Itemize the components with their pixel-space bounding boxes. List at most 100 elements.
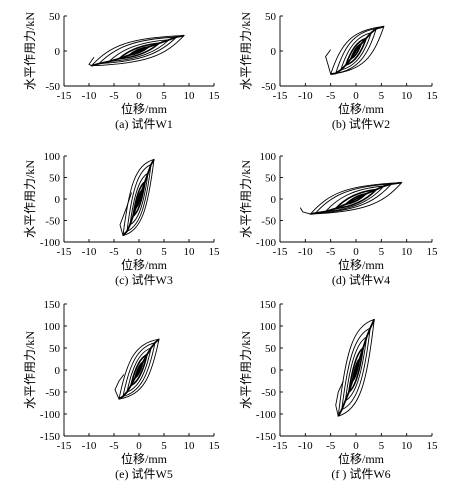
- backbone-curve: [122, 158, 155, 237]
- y-tick-label: 0: [55, 46, 61, 58]
- y-tick-label: 0: [271, 46, 277, 58]
- y-tick-label: 50: [49, 11, 61, 23]
- unloading-tail: [114, 374, 125, 400]
- x-tick-label: -5: [109, 246, 119, 258]
- y-tick-label: -50: [45, 216, 60, 228]
- x-tick-label: 15: [427, 246, 439, 258]
- x-tick-label: 5: [379, 90, 385, 102]
- x-tick-label: 5: [161, 90, 167, 102]
- x-tick-label: -5: [326, 440, 336, 452]
- x-tick-label: 15: [427, 440, 439, 452]
- x-tick-label: 0: [353, 246, 359, 258]
- y-tick-label: 50: [265, 11, 277, 23]
- y-tick-label: 0: [271, 194, 277, 206]
- y-tick-label: -50: [45, 81, 60, 93]
- unloading-tail: [119, 192, 132, 236]
- panel-caption: (b) 试件W2: [332, 116, 390, 131]
- x-tick-label: -10: [298, 246, 313, 258]
- y-tick-label: 100: [44, 321, 61, 333]
- y-tick-label: 100: [260, 321, 277, 333]
- unloading-tail: [299, 207, 311, 215]
- y-tick-label: 150: [260, 299, 277, 311]
- y-tick-label: -50: [45, 387, 60, 399]
- y-tick-label: -50: [261, 216, 276, 228]
- y-tick-label: 100: [260, 151, 277, 163]
- x-tick-label: 0: [353, 90, 359, 102]
- x-tick-label: 10: [401, 90, 413, 102]
- x-tick-label: -5: [326, 90, 336, 102]
- y-tick-label: 150: [44, 299, 61, 311]
- x-tick-label: -15: [57, 246, 72, 258]
- y-tick-label: 50: [49, 173, 61, 185]
- unloading-tail: [88, 57, 95, 67]
- x-tick-label: 10: [184, 440, 196, 452]
- y-axis-title: 水平作用力/kN: [239, 331, 253, 409]
- x-tick-label: -10: [82, 90, 97, 102]
- x-axis-title: 位移/mm: [338, 451, 385, 466]
- x-tick-label: -15: [273, 90, 288, 102]
- x-tick-label: -5: [109, 440, 119, 452]
- x-tick-label: 0: [136, 246, 142, 258]
- x-tick-label: 5: [161, 246, 167, 258]
- x-tick-label: 15: [209, 246, 221, 258]
- x-tick-label: -10: [298, 440, 313, 452]
- x-axis-title: 位移/mm: [338, 257, 385, 272]
- x-axis-title: 位移/mm: [121, 101, 168, 116]
- y-tick-label: -100: [40, 409, 61, 421]
- y-axis-title: 水平作用力/kN: [23, 12, 37, 90]
- panel-caption: (f ) 试件W6: [331, 466, 390, 481]
- backbone-curve: [91, 34, 185, 67]
- x-tick-label: -15: [57, 440, 72, 452]
- y-tick-label: 0: [55, 365, 61, 377]
- y-tick-label: -150: [40, 431, 61, 443]
- x-tick-label: 0: [136, 440, 142, 452]
- x-tick-label: -10: [298, 90, 313, 102]
- y-tick-label: 0: [271, 365, 277, 377]
- y-tick-label: -100: [40, 237, 61, 249]
- x-axis-title: 位移/mm: [121, 451, 168, 466]
- x-tick-label: -15: [273, 246, 288, 258]
- x-tick-label: 10: [184, 90, 196, 102]
- x-tick-label: 15: [427, 90, 439, 102]
- y-tick-label: 0: [55, 194, 61, 206]
- unloading-tail: [325, 49, 332, 75]
- y-axis-title: 水平作用力/kN: [23, 331, 37, 409]
- backbone-curve: [118, 338, 160, 400]
- y-tick-label: 50: [265, 173, 277, 185]
- x-tick-label: -10: [82, 246, 97, 258]
- backbone-curve: [330, 25, 385, 75]
- panel-caption: (d) 试件W4: [332, 272, 390, 287]
- x-tick-label: 15: [209, 90, 221, 102]
- x-tick-label: 5: [161, 440, 167, 452]
- x-tick-label: -5: [109, 90, 119, 102]
- panel-caption: (a) 试件W1: [115, 116, 173, 131]
- hysteresis-loop: [330, 25, 385, 75]
- x-tick-label: -10: [82, 440, 97, 452]
- unloading-tail: [335, 380, 344, 417]
- x-tick-label: 10: [401, 246, 413, 258]
- backbone-curve: [337, 319, 376, 417]
- y-tick-label: 50: [49, 343, 61, 355]
- x-tick-label: -15: [57, 90, 72, 102]
- y-tick-label: -100: [256, 237, 277, 249]
- x-tick-label: 0: [136, 90, 142, 102]
- y-axis-title: 水平作用力/kN: [239, 160, 253, 238]
- x-tick-label: 15: [209, 440, 221, 452]
- y-tick-label: 50: [265, 343, 277, 355]
- y-tick-label: -100: [256, 409, 277, 421]
- y-tick-label: -50: [261, 81, 276, 93]
- x-tick-label: -15: [273, 440, 288, 452]
- y-axis-title: 水平作用力/kN: [23, 160, 37, 238]
- x-tick-label: 5: [379, 246, 385, 258]
- x-tick-label: 0: [353, 440, 359, 452]
- backbone-curve: [310, 181, 402, 215]
- x-axis-title: 位移/mm: [338, 101, 385, 116]
- y-tick-label: -50: [261, 387, 276, 399]
- y-tick-label: 100: [44, 151, 61, 163]
- x-tick-label: -5: [326, 246, 336, 258]
